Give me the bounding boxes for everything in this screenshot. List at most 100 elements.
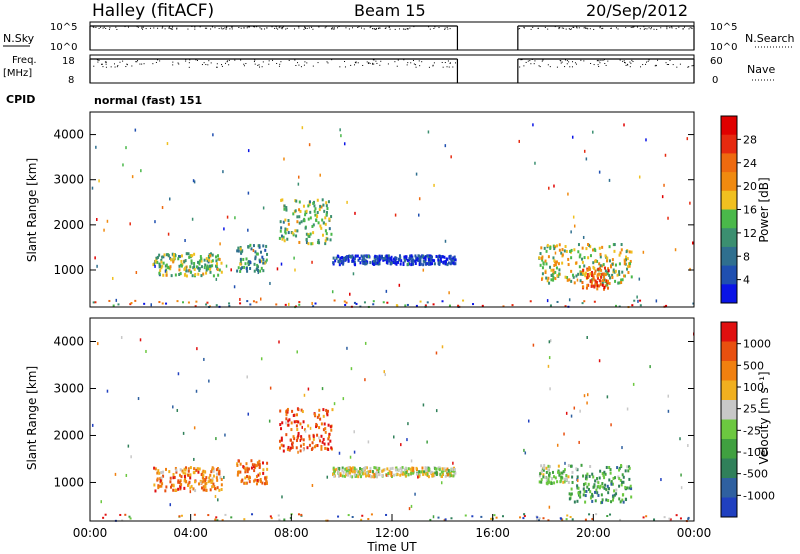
trace-dot [630,26,632,28]
echo-cell [377,469,380,473]
trace-dot [176,27,178,29]
echo-cell [95,145,97,149]
trace-dot [632,61,634,63]
echo-cell [418,470,421,474]
echo-cell [548,340,551,344]
echo-cell [324,216,327,220]
echo-cell [309,232,312,236]
echo-cell [655,299,658,303]
echo-cell [269,515,272,518]
echo-cell [129,517,132,520]
echo-cell [298,221,301,225]
echo-cell [287,423,290,427]
trace-dot [369,62,371,64]
echo-cell [576,278,579,282]
trace-dot [434,26,436,28]
echo-cell [571,518,574,521]
echo-cell [564,305,567,308]
echo-cell [571,475,574,479]
trace-dot [644,28,646,30]
echo-cell [278,446,281,450]
echo-cell [592,248,595,252]
trace-dot [234,59,236,61]
echo-cell [628,465,631,469]
echo-cell [198,267,201,271]
trace-dot [276,62,278,64]
echo-cell [253,269,256,273]
echo-cell [364,466,367,470]
echo-cell [663,183,665,187]
trace-dot [385,27,387,29]
trace-dot [547,64,549,66]
trace-dot [172,64,174,66]
echo-cell [608,465,611,469]
echo-cell [256,267,259,271]
echo-cell [157,469,160,473]
echo-cell [586,472,589,476]
echo-cell [583,489,586,493]
echo-cell [353,257,356,261]
echo-cell [556,443,559,447]
trace-dot [348,28,350,30]
echo-cell [209,478,212,482]
echo-cell [131,175,134,179]
echo-cell [237,459,240,463]
echo-cell [412,471,415,475]
echo-cell [292,233,295,237]
trace-dot [246,27,248,29]
echo-cell [154,220,156,224]
echo-cell [627,262,630,266]
echo-cell [234,216,236,220]
freq-trace [89,58,695,83]
trace-dot [438,27,440,29]
echo-cell [619,500,622,504]
echo-cell [619,518,622,521]
echo-cell [297,175,300,179]
echo-cell [279,229,282,233]
echo-cell [195,468,198,472]
echo-cell [586,276,589,280]
echo-cell [556,274,559,278]
echo-cell [638,277,641,281]
echo-cell [262,258,265,262]
echo-cell [429,470,432,474]
trace-dot [280,61,282,63]
echo-cell [410,504,413,508]
echo-cell [543,246,546,250]
echo-cell [571,470,574,474]
echo-cell [568,278,571,282]
echo-cell [449,472,452,476]
echo-cell [297,408,300,412]
echo-cell [256,252,259,256]
echo-cell [292,435,295,439]
echo-cell [236,249,239,253]
echo-cell [291,446,294,450]
trace-dot [332,28,334,30]
echo-cell [601,278,604,282]
echo-cell [178,480,181,484]
trace-dot [254,63,256,65]
trace-dot [136,26,138,28]
echo-cell [546,243,549,247]
trace-dot [517,28,519,30]
trace-dot [105,61,107,63]
trace-dot [444,62,446,64]
echo-cell [169,503,172,507]
echo-cell [353,470,356,474]
echo-cell [157,484,160,488]
echo-cell [204,263,207,267]
echo-cell [375,470,378,474]
echo-cell [342,262,345,266]
echo-cell [301,126,304,130]
echo-cell [550,278,553,282]
echo-cell [378,473,381,477]
echo-cell [395,466,398,470]
echo-cell [630,495,633,499]
echo-cell [205,271,208,275]
echo-cell [393,257,396,261]
echo-cell [337,466,340,470]
colorbar-tick-label: 24 [743,157,757,170]
echo-cell [338,451,341,455]
